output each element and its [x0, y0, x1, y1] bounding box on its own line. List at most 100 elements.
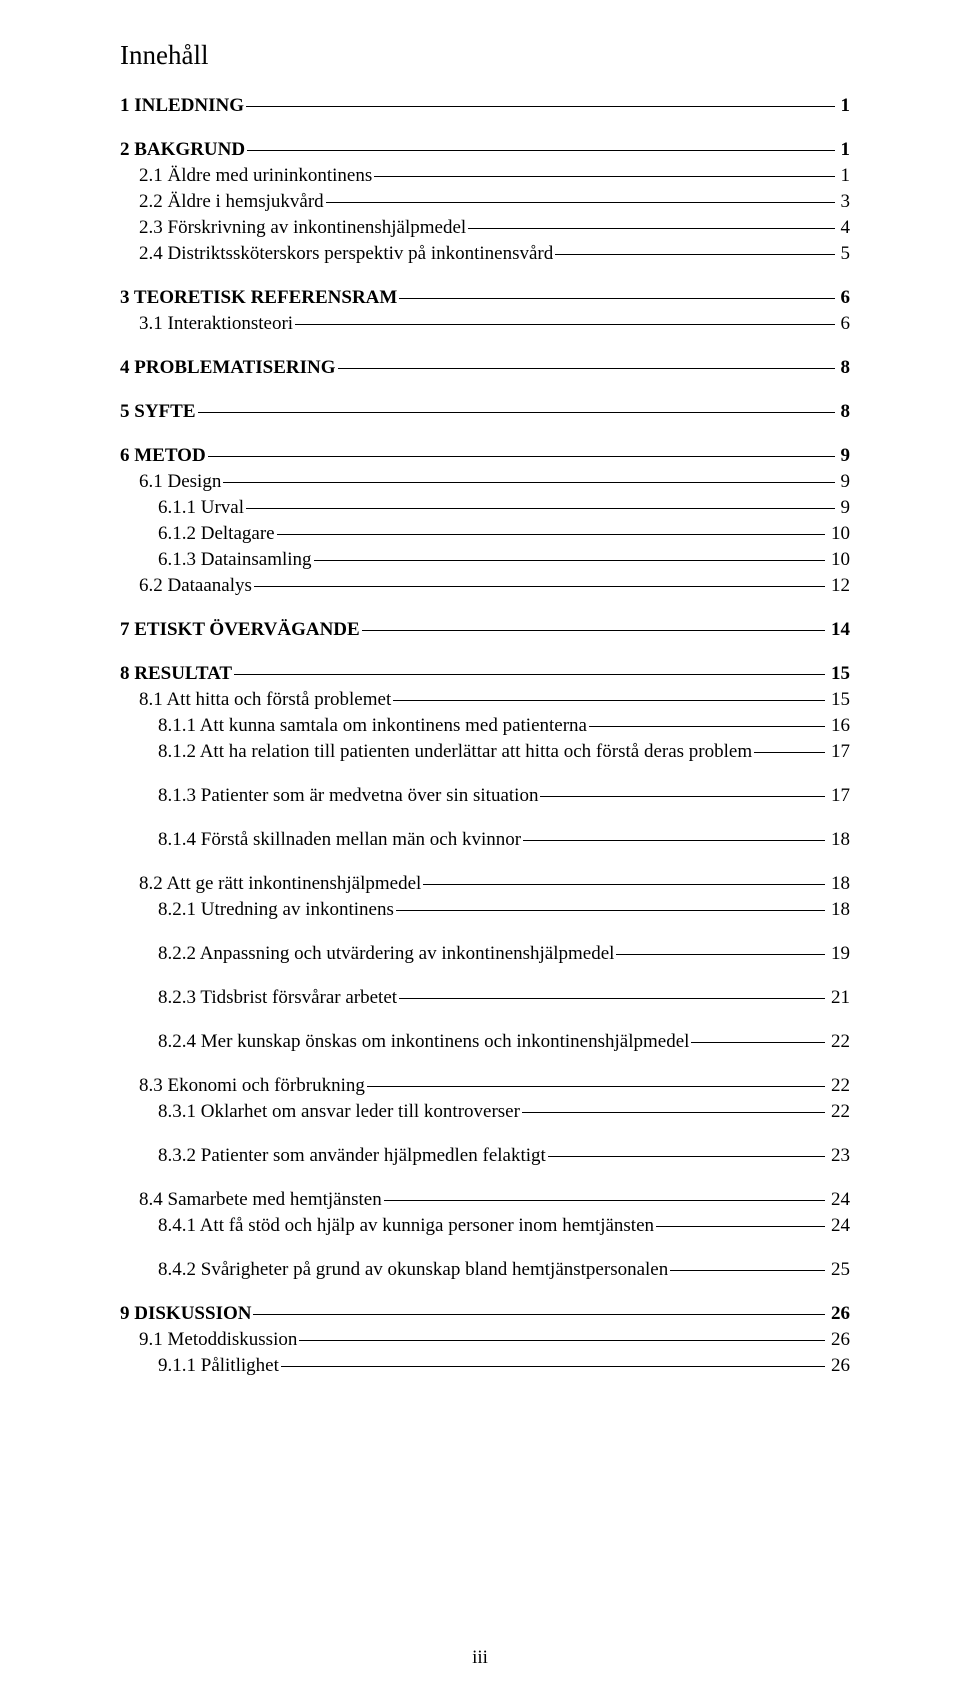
toc-entry-page: 9 [837, 445, 851, 467]
toc-entry: 8.1 Att hitta och förstå problemet 15 [120, 689, 850, 711]
toc-entry: 8.2 Att ge rätt inkontinenshjälpmedel18 [120, 873, 850, 895]
toc-leader-line [523, 840, 825, 841]
toc-leader-line [548, 1156, 825, 1157]
toc-entry-page: 12 [827, 575, 850, 597]
toc-leader-line [254, 586, 825, 587]
toc-entry: 8.4.2 Svårigheter på grund av okunskap b… [120, 1259, 850, 1281]
toc-entry-page: 6 [837, 287, 851, 309]
toc-entry: 4 PROBLEMATISERING8 [120, 357, 850, 379]
toc-entry: 6.1 Design 9 [120, 471, 850, 493]
toc-entry: 9 DISKUSSION 26 [120, 1303, 850, 1325]
toc-entry-label: 8.1 Att hitta och förstå problemet [139, 689, 391, 711]
toc-entry-label: 2.2 Äldre i hemsjukvård [139, 191, 324, 213]
table-of-contents: 1 INLEDNING12 BAKGRUND12.1 Äldre med uri… [120, 95, 850, 1377]
toc-entry-label: 2.3 Förskrivning av inkontinenshjälpmede… [139, 217, 466, 239]
toc-entry-page: 14 [827, 619, 850, 641]
toc-entry-label: 8.4.1 Att få stöd och hjälp av kunniga p… [158, 1215, 654, 1237]
toc-leader-line [656, 1226, 825, 1227]
toc-entry-page: 3 [837, 191, 851, 213]
toc-leader-line [295, 324, 834, 325]
toc-leader-line [522, 1112, 825, 1113]
toc-entry: 6 METOD9 [120, 445, 850, 467]
toc-leader-line [670, 1270, 825, 1271]
toc-entry-page: 22 [827, 1101, 850, 1123]
toc-entry-label: 2.4 Distriktssköterskors perspektiv på i… [139, 243, 553, 265]
toc-entry-label: 8.1.2 Att ha relation till patienten und… [158, 741, 752, 763]
toc-entry-label: 3 TEORETISK REFERENSRAM [120, 287, 397, 309]
toc-entry: 2.3 Förskrivning av inkontinenshjälpmede… [120, 217, 850, 239]
toc-entry-label: 2.1 Äldre med urininkontinens [139, 165, 372, 187]
toc-entry-label: 8.4.2 Svårigheter på grund av okunskap b… [158, 1259, 668, 1281]
toc-entry-label: 8.1.3 Patienter som är medvetna över sin… [158, 785, 538, 807]
page-footer: iii [0, 1647, 960, 1669]
toc-entry: 8.3.2 Patienter som använder hjälpmedlen… [120, 1145, 850, 1167]
toc-leader-line [277, 534, 825, 535]
toc-entry-page: 6 [837, 313, 851, 335]
toc-leader-line [396, 910, 825, 911]
toc-leader-line [374, 176, 834, 177]
toc-entry: 8.4 Samarbete med hemtjänsten 24 [120, 1189, 850, 1211]
toc-entry: 8 RESULTAT 15 [120, 663, 850, 685]
toc-entry-page: 15 [827, 663, 850, 685]
toc-leader-line [589, 726, 825, 727]
toc-entry: 8.2.4 Mer kunskap önskas om inkontinens … [120, 1031, 850, 1053]
toc-leader-line [754, 752, 825, 753]
toc-entry: 3.1 Interaktionsteori 6 [120, 313, 850, 335]
toc-entry-label: 6.1.1 Urval [158, 497, 244, 519]
toc-entry-label: 8.1.1 Att kunna samtala om inkontinens m… [158, 715, 587, 737]
toc-entry-page: 21 [827, 987, 850, 1009]
toc-entry: 9.1 Metoddiskussion26 [120, 1329, 850, 1351]
toc-leader-line [326, 202, 835, 203]
toc-entry-page: 19 [827, 943, 850, 965]
toc-entry-page: 18 [827, 829, 850, 851]
toc-entry-label: 7 ETISKT ÖVERVÄGANDE [120, 619, 360, 641]
toc-leader-line [234, 674, 825, 675]
toc-entry: 6.1.2 Deltagare10 [120, 523, 850, 545]
toc-leader-line [540, 796, 825, 797]
toc-entry: 6.1.1 Urval 9 [120, 497, 850, 519]
toc-entry: 2.1 Äldre med urininkontinens 1 [120, 165, 850, 187]
toc-entry-page: 17 [827, 741, 850, 763]
toc-entry-page: 24 [827, 1189, 850, 1211]
toc-entry-page: 5 [837, 243, 851, 265]
toc-entry-label: 8.3 Ekonomi och förbrukning [139, 1075, 365, 1097]
toc-entry-label: 6.1 Design [139, 471, 221, 493]
toc-leader-line [281, 1366, 825, 1367]
toc-entry: 8.4.1 Att få stöd och hjälp av kunniga p… [120, 1215, 850, 1237]
toc-entry-page: 18 [827, 899, 850, 921]
toc-entry-label: 2 BAKGRUND [120, 139, 245, 161]
toc-entry: 8.1.2 Att ha relation till patienten und… [120, 741, 850, 763]
toc-leader-line [253, 1314, 825, 1315]
toc-entry-label: 1 INLEDNING [120, 95, 244, 117]
toc-entry-label: 8 RESULTAT [120, 663, 232, 685]
toc-leader-line [468, 228, 834, 229]
toc-entry-label: 5 SYFTE [120, 401, 196, 423]
toc-entry-page: 9 [837, 497, 851, 519]
toc-entry-label: 8.4 Samarbete med hemtjänsten [139, 1189, 382, 1211]
toc-entry-label: 3.1 Interaktionsteori [139, 313, 293, 335]
toc-entry-page: 1 [837, 139, 851, 161]
toc-leader-line [208, 456, 835, 457]
toc-leader-line [299, 1340, 825, 1341]
toc-entry-label: 9 DISKUSSION [120, 1303, 251, 1325]
toc-entry-page: 15 [827, 689, 850, 711]
toc-entry-page: 9 [837, 471, 851, 493]
toc-entry-page: 25 [827, 1259, 850, 1281]
toc-leader-line [399, 998, 825, 999]
toc-leader-line [198, 412, 835, 413]
toc-leader-line [362, 630, 825, 631]
toc-entry-label: 8.3.1 Oklarhet om ansvar leder till kont… [158, 1101, 520, 1123]
toc-entry-label: 9.1 Metoddiskussion [139, 1329, 297, 1351]
toc-leader-line [223, 482, 834, 483]
toc-leader-line [691, 1042, 825, 1043]
toc-leader-line [338, 368, 835, 369]
toc-entry-page: 22 [827, 1075, 850, 1097]
toc-entry-page: 8 [837, 357, 851, 379]
toc-entry-page: 1 [837, 165, 851, 187]
toc-entry: 8.1.4 Förstå skillnaden mellan män och k… [120, 829, 850, 851]
toc-leader-line [423, 884, 825, 885]
toc-entry-page: 26 [827, 1303, 850, 1325]
toc-entry-page: 4 [837, 217, 851, 239]
toc-entry: 7 ETISKT ÖVERVÄGANDE 14 [120, 619, 850, 641]
toc-entry-label: 8.1.4 Förstå skillnaden mellan män och k… [158, 829, 521, 851]
